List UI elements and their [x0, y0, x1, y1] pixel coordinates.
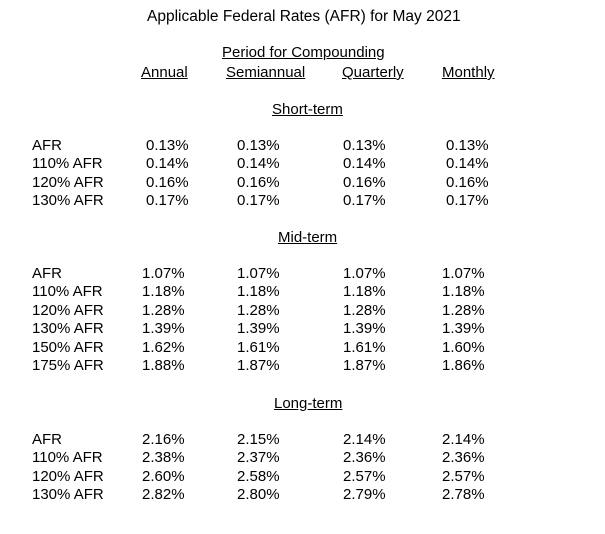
rate-cell: 0.14%: [343, 155, 386, 173]
rate-cell: 2.36%: [343, 449, 386, 467]
rate-cell: 0.14%: [446, 155, 489, 173]
row-label: 150% AFR: [32, 338, 104, 356]
rate-cell: 1.18%: [343, 283, 386, 301]
rate-cell: 2.79%: [343, 486, 386, 504]
rate-cell: 2.57%: [442, 467, 485, 485]
rate-cell: 1.86%: [442, 357, 485, 374]
rate-cell: 1.39%: [442, 320, 485, 338]
rate-cell: 0.16%: [237, 173, 280, 191]
row-label: AFR: [32, 431, 62, 448]
rate-cell: 2.15%: [237, 431, 280, 448]
rate-cell: 1.28%: [237, 301, 280, 319]
rate-cell: 2.57%: [343, 467, 386, 485]
rate-cell: 1.39%: [142, 320, 185, 338]
rate-cell: 2.14%: [442, 431, 485, 448]
rate-cell: 1.88%: [142, 357, 185, 374]
column-header-quarterly: Quarterly: [342, 64, 404, 81]
rate-cell: 0.13%: [237, 137, 280, 154]
rate-cell: 2.78%: [442, 486, 485, 504]
row-label: 110% AFR: [32, 283, 103, 301]
rate-cell: 2.38%: [142, 449, 185, 467]
rate-cell: 1.87%: [343, 357, 386, 374]
rate-cell: 1.18%: [442, 283, 485, 301]
rate-cell: 1.61%: [343, 338, 386, 356]
rate-cell: 1.87%: [237, 357, 280, 374]
rate-cell: 2.36%: [442, 449, 485, 467]
rate-cell: 2.37%: [237, 449, 280, 467]
rate-cell: 2.14%: [343, 431, 386, 448]
rate-cell: 0.14%: [146, 155, 189, 173]
rate-cell: 1.28%: [142, 301, 185, 319]
rate-cell: 2.60%: [142, 467, 185, 485]
row-label: 120% AFR: [32, 467, 104, 485]
column-header-monthly: Monthly: [442, 64, 495, 81]
rate-cell: 2.58%: [237, 467, 280, 485]
rate-cell: 1.07%: [237, 265, 280, 282]
row-label: 110% AFR: [32, 449, 103, 467]
rate-cell: 1.39%: [343, 320, 386, 338]
rate-cell: 0.13%: [343, 137, 386, 154]
rate-cell: 2.16%: [142, 431, 185, 448]
rate-cell: 0.14%: [237, 155, 280, 173]
row-label: 120% AFR: [32, 301, 104, 319]
rate-cell: 1.07%: [442, 265, 485, 282]
rate-cell: 1.18%: [142, 283, 185, 301]
row-label: 130% AFR: [32, 192, 104, 210]
rate-cell: 1.28%: [442, 301, 485, 319]
rate-cell: 0.16%: [343, 173, 386, 191]
rate-cell: 1.61%: [237, 338, 280, 356]
rate-cell: 0.13%: [146, 137, 189, 154]
row-label: 110% AFR: [32, 155, 103, 173]
section-heading-2: Long-term: [274, 395, 343, 412]
rate-cell: 1.07%: [142, 265, 185, 282]
rate-cell: 0.17%: [343, 192, 386, 210]
row-label: AFR: [32, 137, 62, 154]
row-label: 130% AFR: [32, 486, 104, 504]
rate-cell: 1.62%: [142, 338, 185, 356]
period-header: Period for Compounding: [222, 44, 385, 61]
row-label: 175% AFR: [32, 357, 104, 374]
section-heading-0: Short-term: [272, 101, 343, 118]
rate-cell: 1.39%: [237, 320, 280, 338]
rate-cell: 2.80%: [237, 486, 280, 504]
rate-cell: 1.60%: [442, 338, 485, 356]
rate-cell: 2.82%: [142, 486, 185, 504]
rate-cell: 1.28%: [343, 301, 386, 319]
rate-cell: 1.18%: [237, 283, 280, 301]
row-label: AFR: [32, 265, 62, 282]
section-heading-1: Mid-term: [278, 229, 338, 246]
rate-cell: 0.17%: [146, 192, 189, 210]
row-label: 120% AFR: [32, 173, 104, 191]
column-header-annual: Annual: [141, 64, 188, 81]
rate-cell: 0.17%: [237, 192, 280, 210]
row-label: 130% AFR: [32, 320, 104, 338]
rate-cell: 0.17%: [446, 192, 489, 210]
page-title: Applicable Federal Rates (AFR) for May 2…: [147, 8, 461, 25]
column-header-semiannual: Semiannual: [226, 64, 306, 81]
rate-cell: 0.16%: [446, 173, 489, 191]
rate-cell: 0.16%: [146, 173, 189, 191]
rate-cell: 1.07%: [343, 265, 386, 282]
rate-cell: 0.13%: [446, 137, 489, 154]
